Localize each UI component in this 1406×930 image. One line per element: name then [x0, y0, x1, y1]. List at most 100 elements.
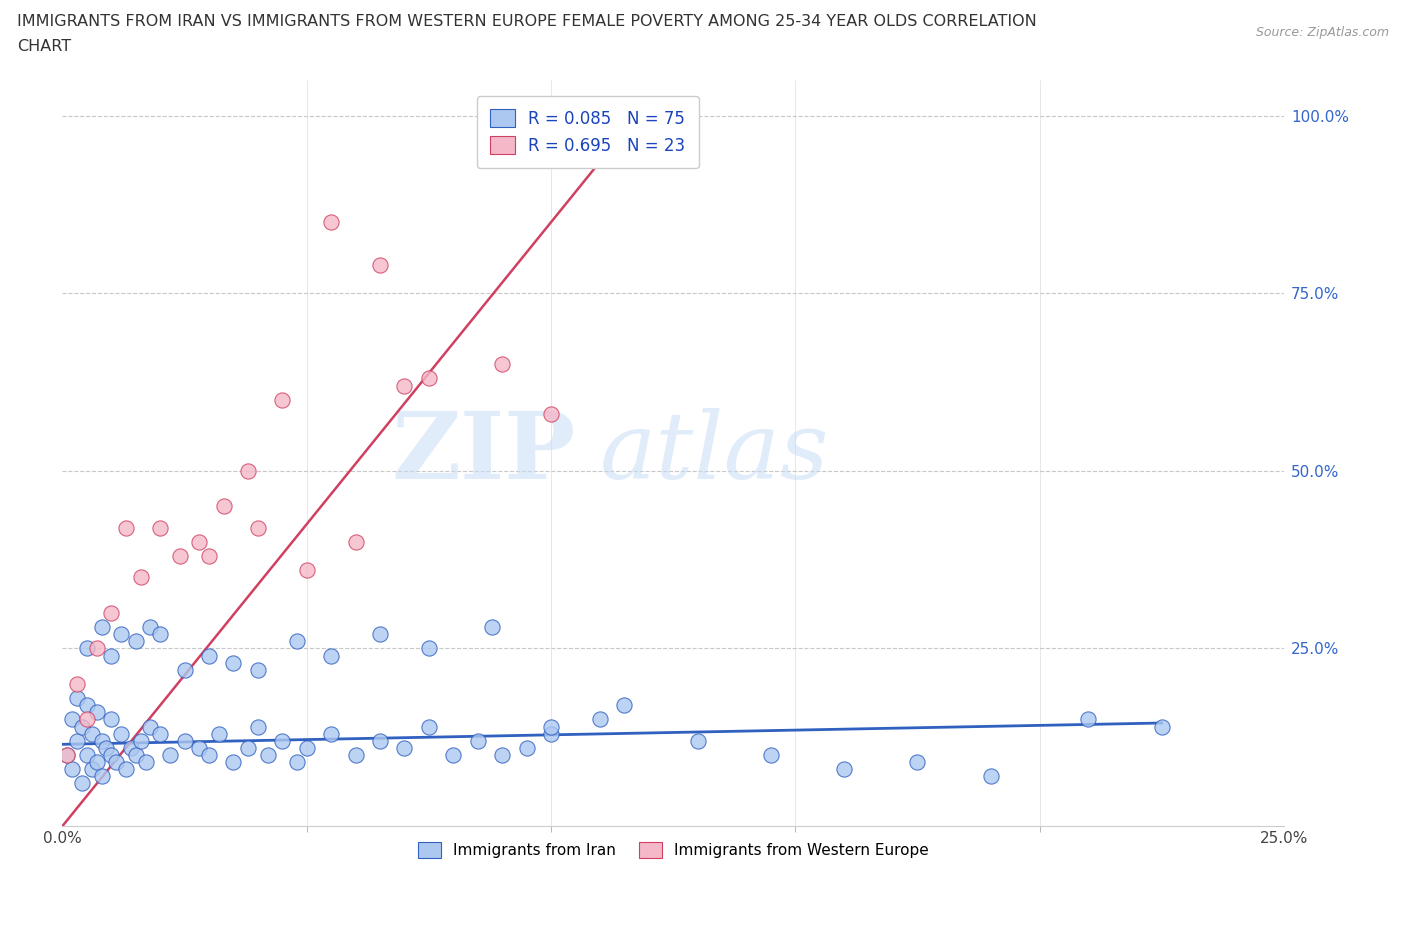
Point [115, 762, 138, 777]
Point [100, 605, 122, 620]
Point [120, 740, 142, 755]
Point [236, 740, 259, 755]
Point [368, 734, 391, 749]
Point [76, 641, 98, 656]
Point [481, 619, 503, 634]
Point [60, 762, 83, 777]
Text: atlas: atlas [600, 408, 830, 498]
Point [129, 570, 152, 585]
Point [80, 762, 103, 777]
Text: CHART: CHART [17, 39, 70, 54]
Point [321, 215, 343, 230]
Point [125, 748, 148, 763]
Point [321, 726, 343, 741]
Point [139, 719, 162, 734]
Point [110, 726, 132, 741]
Point [236, 463, 259, 478]
Point [188, 535, 211, 550]
Point [135, 754, 157, 769]
Point [491, 748, 513, 763]
Point [66, 691, 89, 706]
Point [129, 734, 152, 749]
Point [149, 726, 172, 741]
Point [271, 392, 294, 407]
Point [589, 712, 612, 727]
Point [441, 748, 464, 763]
Point [540, 726, 562, 741]
Point [295, 563, 318, 578]
Point [115, 520, 138, 535]
Point [60, 712, 83, 727]
Point [759, 748, 782, 763]
Point [295, 740, 318, 755]
Point [90, 734, 112, 749]
Point [1150, 719, 1173, 734]
Point [100, 648, 122, 663]
Legend: Immigrants from Iran, Immigrants from Western Europe: Immigrants from Iran, Immigrants from We… [405, 830, 941, 870]
Point [321, 648, 343, 663]
Point [1077, 712, 1099, 727]
Point [222, 754, 245, 769]
Point [368, 627, 391, 642]
Point [76, 748, 98, 763]
Point [208, 726, 231, 741]
Point [980, 769, 1002, 784]
Point [418, 371, 440, 386]
Point [394, 740, 416, 755]
Point [907, 754, 929, 769]
Point [198, 748, 221, 763]
Point [105, 754, 128, 769]
Point [613, 698, 636, 712]
Point [96, 740, 118, 755]
Point [70, 776, 93, 790]
Point [86, 705, 108, 720]
Point [394, 379, 416, 393]
Text: Source: ZipAtlas.com: Source: ZipAtlas.com [1256, 26, 1389, 39]
Point [212, 498, 235, 513]
Point [516, 740, 538, 755]
Point [418, 641, 440, 656]
Point [198, 648, 221, 663]
Point [66, 734, 89, 749]
Point [86, 754, 108, 769]
Point [285, 634, 308, 649]
Point [80, 726, 103, 741]
Point [149, 520, 172, 535]
Point [173, 662, 195, 677]
Point [86, 641, 108, 656]
Point [76, 712, 98, 727]
Point [832, 762, 855, 777]
Point [90, 769, 112, 784]
Point [540, 406, 562, 421]
Point [256, 748, 278, 763]
Point [159, 748, 181, 763]
Text: IMMIGRANTS FROM IRAN VS IMMIGRANTS FROM WESTERN EUROPE FEMALE POVERTY AMONG 25-3: IMMIGRANTS FROM IRAN VS IMMIGRANTS FROM … [17, 14, 1036, 29]
Point [110, 627, 132, 642]
Point [344, 535, 367, 550]
Y-axis label: Female Poverty Among 25-34 Year Olds: Female Poverty Among 25-34 Year Olds [0, 302, 7, 604]
Point [246, 719, 269, 734]
Point [90, 619, 112, 634]
Point [222, 655, 245, 670]
Point [66, 676, 89, 691]
Point [540, 719, 562, 734]
Point [368, 258, 391, 272]
Point [100, 748, 122, 763]
Point [125, 634, 148, 649]
Point [173, 734, 195, 749]
Point [149, 627, 172, 642]
Point [76, 698, 98, 712]
Point [198, 549, 221, 564]
Point [491, 357, 513, 372]
Point [344, 748, 367, 763]
Point [56, 748, 79, 763]
Point [467, 734, 489, 749]
Point [246, 662, 269, 677]
Point [285, 754, 308, 769]
Point [271, 734, 294, 749]
Point [56, 748, 79, 763]
Text: ZIP: ZIP [391, 408, 575, 498]
Point [418, 719, 440, 734]
Point [246, 520, 269, 535]
Point [686, 734, 709, 749]
